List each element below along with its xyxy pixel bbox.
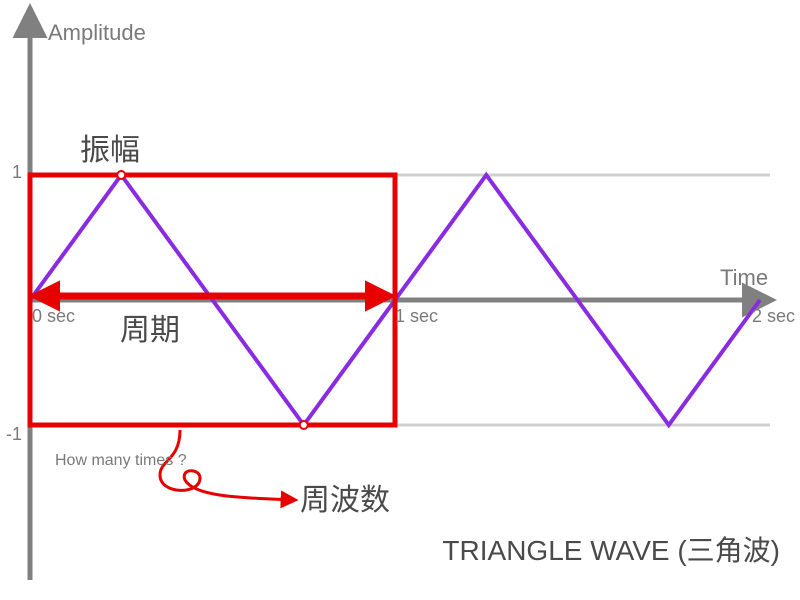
y-axis-label: Amplitude (48, 20, 146, 45)
amplitude-annotation: 振幅 (80, 134, 140, 167)
ytick-neg1: -1 (6, 424, 22, 444)
how-many-times-text: How many times ? (55, 452, 187, 469)
peak-marker (117, 171, 125, 179)
ytick-1: 1 (12, 162, 22, 182)
triangle-wave-diagram: Amplitude Time 1 -1 0 sec 1 sec 2 sec 振幅… (0, 0, 800, 600)
trough-marker (300, 421, 308, 429)
xtick-1: 1 sec (395, 306, 438, 326)
frequency-annotation: 周波数 (300, 484, 390, 517)
xtick-0: 0 sec (32, 306, 75, 326)
xtick-2: 2 sec (752, 306, 795, 326)
x-axis-label: Time (720, 265, 768, 290)
diagram-title: TRIANGLE WAVE (三角波) (442, 535, 780, 566)
period-annotation: 周期 (120, 314, 180, 347)
